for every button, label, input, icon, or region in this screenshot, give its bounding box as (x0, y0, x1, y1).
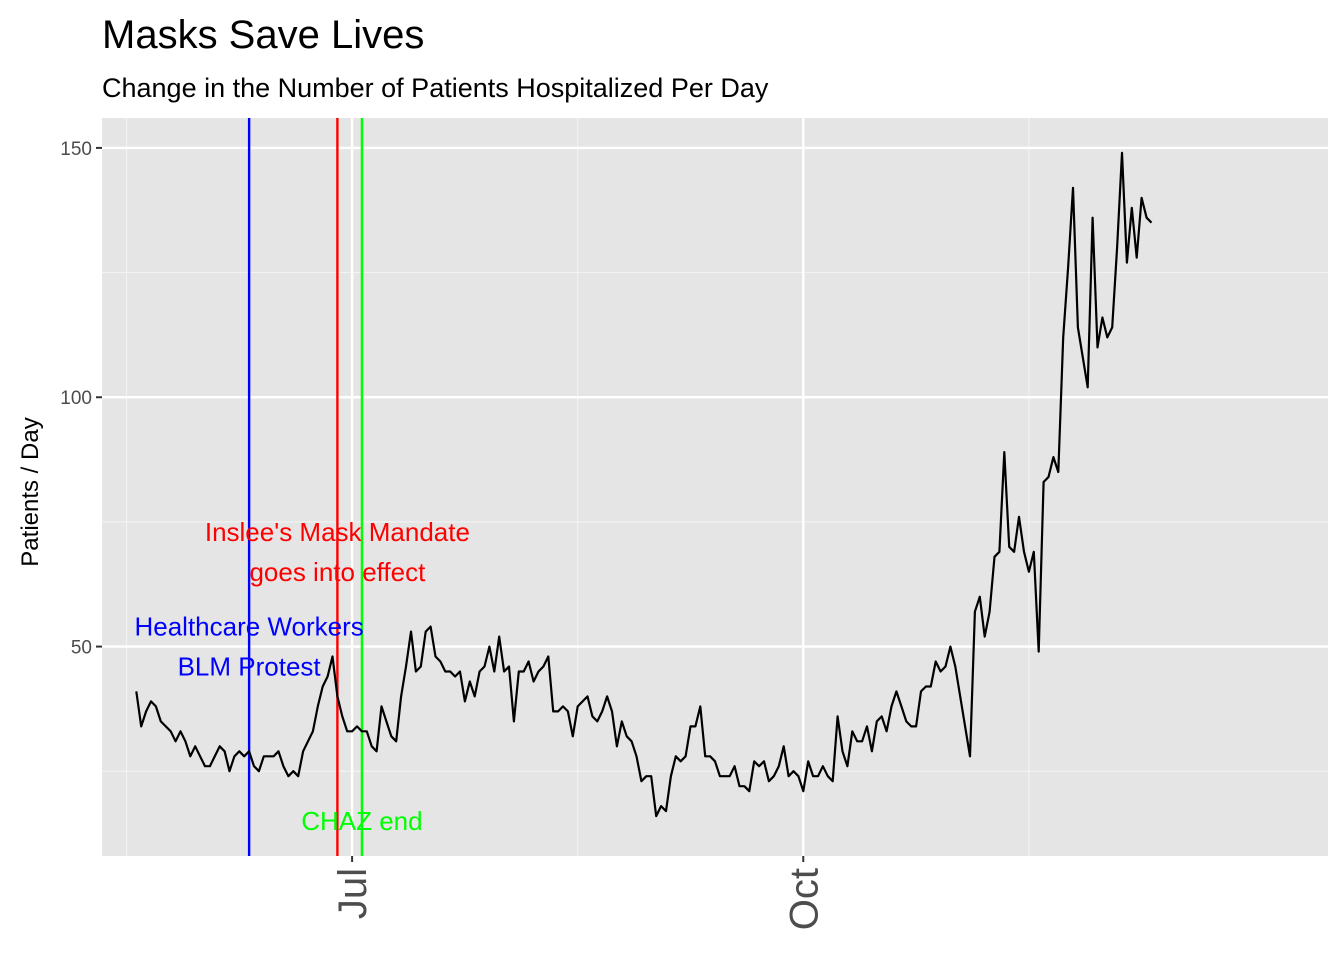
event-label: Inslee's Mask Mandate (205, 517, 470, 547)
series-line (135, 151, 1153, 818)
minor-gridlines (102, 118, 1328, 856)
event-lines (247, 118, 364, 856)
event-label: CHAZ end (301, 806, 422, 836)
major-gridlines (102, 118, 1328, 856)
y-tick-label: 150 (60, 139, 92, 160)
event-label: BLM Protest (178, 652, 322, 682)
event-label: Healthcare Workers (134, 612, 363, 642)
event-label: goes into effect (249, 557, 426, 587)
y-axis-label: Patients / Day (17, 417, 44, 566)
event-labels: Healthcare Workers BLM Protest Inslee's Ma… (134, 517, 469, 836)
plot-panel (102, 118, 1328, 856)
series-layer (135, 151, 1153, 818)
x-tick-label: Jul (331, 868, 375, 919)
axes: 50 100 150 Jul Oct (60, 139, 826, 930)
y-tick-label: 100 (60, 388, 92, 409)
chart-title: Masks Save Lives (102, 13, 424, 57)
x-tick-label: Oct (782, 868, 826, 930)
chart-subtitle: Change in the Number of Patients Hospita… (102, 73, 769, 103)
y-tick-label: 50 (71, 638, 92, 659)
